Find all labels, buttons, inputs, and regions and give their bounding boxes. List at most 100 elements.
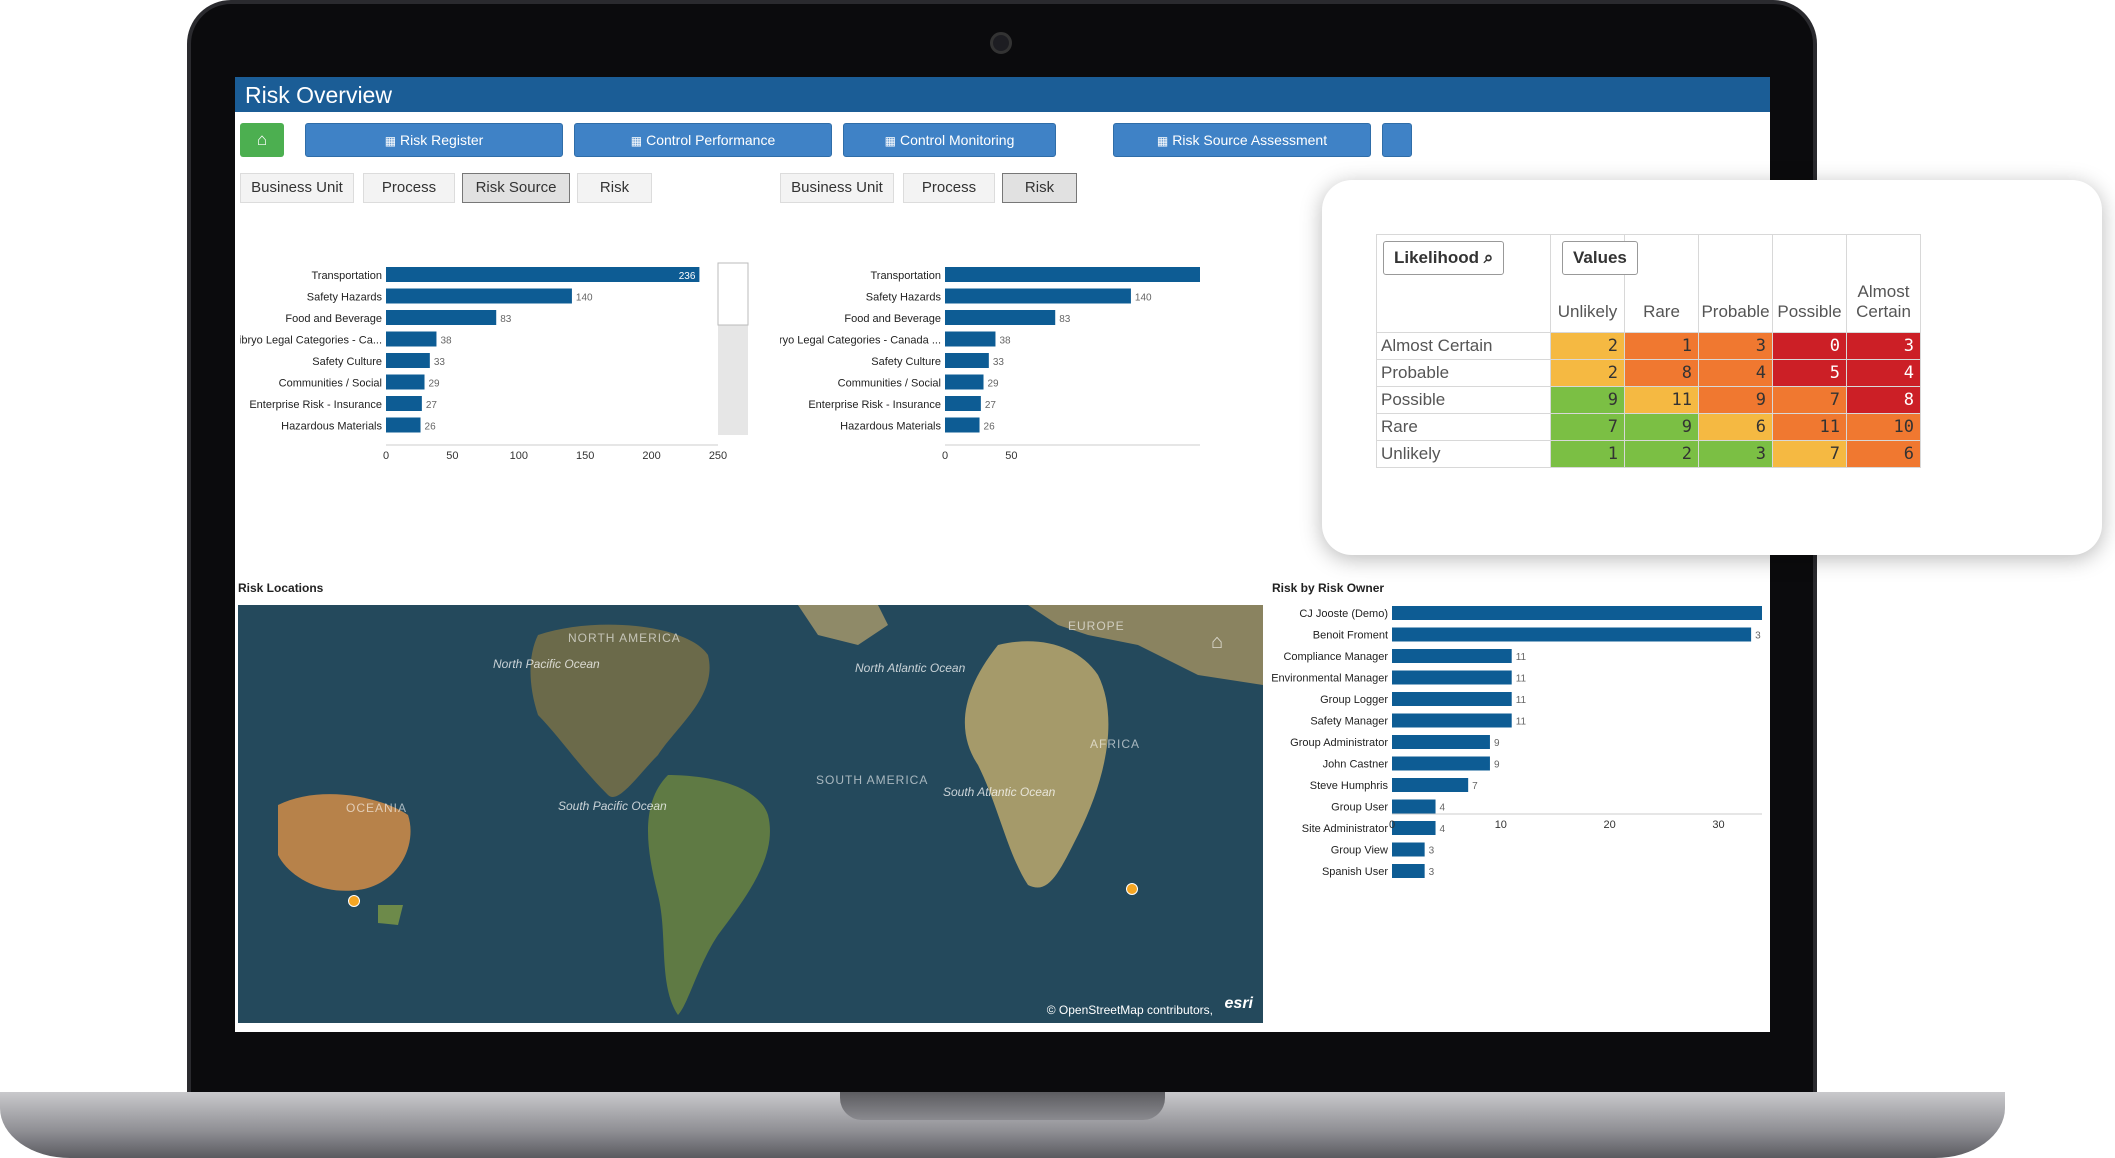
category-label: Food and Beverage xyxy=(844,313,941,325)
data-label: 11 xyxy=(1516,674,1527,685)
category-label: Spanish User xyxy=(1322,866,1388,878)
category-label: Safety Hazards xyxy=(307,292,383,304)
data-label: 3 xyxy=(1755,631,1761,642)
data-label: 83 xyxy=(500,314,512,325)
matrix-cell: 9 xyxy=(1698,386,1773,414)
map-home-icon[interactable]: ⌂ xyxy=(1211,631,1224,653)
data-label: 83 xyxy=(1059,314,1071,325)
risk-location-marker[interactable] xyxy=(1126,883,1138,895)
tick-label: 0 xyxy=(1389,819,1395,831)
data-label: 29 xyxy=(988,379,1000,390)
likelihood-header-button[interactable]: Likelihood ⌕ xyxy=(1383,241,1505,275)
home-button[interactable]: ⌂ xyxy=(240,123,284,157)
category-label: Benoit Froment xyxy=(1313,630,1388,642)
data-label: 11 xyxy=(1516,717,1527,728)
bar xyxy=(1392,821,1436,835)
filter-process-2[interactable]: Process xyxy=(903,173,995,203)
matrix-cell: 2 xyxy=(1550,359,1625,387)
more-nav-button[interactable] xyxy=(1382,123,1412,157)
map-label-africa: AFRICA xyxy=(1090,737,1141,751)
bar xyxy=(1392,627,1752,642)
matrix-cell: 7 xyxy=(1550,413,1625,441)
map-label-oceania: OCEANIA xyxy=(346,801,408,815)
matrix-cell: 5 xyxy=(1772,359,1847,387)
data-label: 4 xyxy=(1440,824,1446,835)
bar xyxy=(945,353,989,368)
category-label: Food and Beverage xyxy=(285,313,382,325)
table-icon: ▦ xyxy=(630,134,643,148)
table-row: Rare 7 9 6 11 10 xyxy=(1376,413,1921,441)
matrix-cell: 1 xyxy=(1624,332,1699,360)
bar xyxy=(945,288,1131,304)
category-label: CJ Jooste (Demo) xyxy=(1299,608,1388,620)
category-label: Libryo Legal Categories - Canada ... xyxy=(780,335,941,347)
category-label: Enterprise Risk - Insurance xyxy=(249,399,382,411)
data-label: 140 xyxy=(576,293,593,304)
matrix-cell: 2 xyxy=(1624,440,1699,468)
filter-process[interactable]: Process xyxy=(363,173,455,203)
bar xyxy=(386,288,572,304)
tick-label: 200 xyxy=(642,450,660,462)
values-header-button[interactable]: Values xyxy=(1562,241,1638,275)
column-header: Possible xyxy=(1772,234,1847,333)
risk-source-chart: Transportation 236 Safety Hazards 140 Food a… xyxy=(240,262,749,462)
tick-label: 50 xyxy=(1005,450,1017,462)
category-label: Safety Hazards xyxy=(866,292,942,304)
risk-locations-map[interactable]: NORTH AMERICA EUROPE AFRICA SOUTH AMERIC… xyxy=(238,605,1263,1023)
data-label: 3 xyxy=(1429,846,1435,857)
bar xyxy=(1392,670,1512,685)
category-label: Steve Humphris xyxy=(1310,780,1389,792)
home-icon: ⌂ xyxy=(256,130,268,149)
category-label: Group View xyxy=(1331,845,1388,857)
data-label: 9 xyxy=(1494,738,1500,749)
data-label: 9 xyxy=(1494,760,1500,771)
table-row: Unlikely 1 2 3 7 6 xyxy=(1376,440,1921,468)
category-label: Communities / Social xyxy=(279,378,382,390)
row-header: Rare xyxy=(1376,413,1551,441)
tick-label: 20 xyxy=(1604,819,1616,831)
search-icon: ⌕ xyxy=(1483,248,1494,267)
filter-risk-source[interactable]: Risk Source xyxy=(462,173,570,203)
control-performance-button[interactable]: ▦ Control Performance xyxy=(574,123,832,157)
bar xyxy=(1392,778,1469,792)
data-label: 140 xyxy=(1135,293,1152,304)
risk-location-marker[interactable] xyxy=(348,895,360,907)
table-row: Possible 9 11 9 7 8 xyxy=(1376,386,1921,414)
matrix-cell: 11 xyxy=(1772,413,1847,441)
tick-label: 50 xyxy=(446,450,458,462)
row-header: Possible xyxy=(1376,386,1551,414)
filter-risk[interactable]: Risk xyxy=(577,173,652,203)
control-monitoring-button[interactable]: ▦ Control Monitoring xyxy=(843,123,1056,157)
matrix-cell: 9 xyxy=(1624,413,1699,441)
matrix-cell: 6 xyxy=(1846,440,1921,468)
data-label: 236 xyxy=(679,271,696,282)
tick-label: 100 xyxy=(510,450,528,462)
data-label: 38 xyxy=(999,336,1011,347)
matrix-cell: 11 xyxy=(1624,386,1699,414)
table-icon: ▦ xyxy=(384,134,397,148)
risk-locations-title: Risk Locations xyxy=(238,581,324,595)
category-label: Environmental Manager xyxy=(1272,673,1388,685)
matrix-cell: 9 xyxy=(1550,386,1625,414)
category-label: Group Administrator xyxy=(1290,737,1388,749)
table-row: Probable 2 8 4 5 4 xyxy=(1376,359,1921,387)
filter-business-unit[interactable]: Business Unit xyxy=(240,173,354,203)
data-label: 33 xyxy=(434,357,446,368)
category-label: Safety Culture xyxy=(871,356,941,368)
filter-risk-2[interactable]: Risk xyxy=(1002,173,1077,203)
bar xyxy=(386,417,421,433)
camera xyxy=(990,32,1012,54)
matrix-cell: 3 xyxy=(1698,332,1773,360)
matrix-cell: 3 xyxy=(1698,440,1773,468)
matrix-cell: 2 xyxy=(1550,332,1625,360)
page-title: Risk Overview xyxy=(235,77,1770,112)
category-label: John Castner xyxy=(1323,759,1389,771)
category-label: Site Administrator xyxy=(1302,823,1389,835)
risk-by-owner-title: Risk by Risk Owner xyxy=(1272,581,1385,595)
filter-business-unit-2[interactable]: Business Unit xyxy=(780,173,894,203)
risk-source-assessment-button[interactable]: ▦ Risk Source Assessment xyxy=(1113,123,1371,157)
data-label: 29 xyxy=(429,379,441,390)
risk-register-button[interactable]: ▦ Risk Register xyxy=(305,123,563,157)
